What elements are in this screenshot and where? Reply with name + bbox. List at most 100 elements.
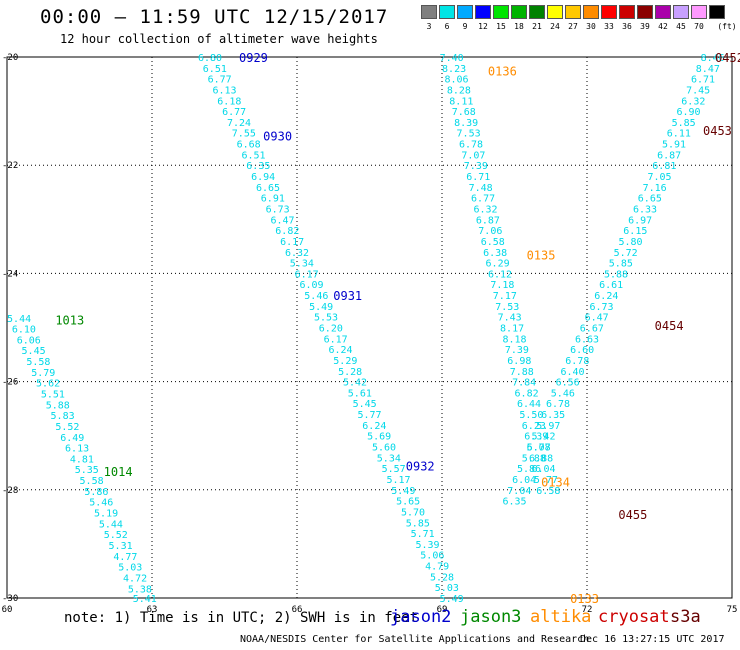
- colorbar-swatch: [457, 5, 473, 19]
- wave-height-label: 6.58: [481, 237, 505, 248]
- wave-height-label: 6.60: [570, 345, 594, 356]
- colorbar-swatch: [673, 5, 689, 19]
- x-tick-label: 72: [582, 605, 593, 615]
- wave-height-label: 8.28: [447, 85, 471, 96]
- wave-height-label: 5.46: [304, 291, 328, 302]
- wave-height-label: 6.63: [575, 334, 599, 345]
- wave-height-label: 7.53: [495, 302, 519, 313]
- wave-height-label: 6.87: [476, 215, 500, 226]
- wave-height-label: 6.24: [362, 421, 386, 432]
- y-tick-label: -20: [2, 53, 18, 63]
- pass-time-label: 0453: [703, 124, 732, 138]
- wave-height-label: 7.07: [461, 150, 485, 161]
- wave-height-label: 5.03: [435, 583, 459, 594]
- x-tick-label: 63: [147, 605, 158, 615]
- wave-height-label: 5.88: [604, 269, 628, 280]
- wave-height-label: 5.52: [55, 422, 79, 433]
- satellite-legend-cryosat: cryosat: [598, 607, 670, 627]
- wave-height-label: 7.55: [232, 129, 256, 140]
- colorbar-swatch: [439, 5, 455, 19]
- wave-height-label: 5.85: [609, 259, 633, 270]
- pass-time-label: 0931: [333, 289, 362, 303]
- wave-height-label: 6.20: [319, 324, 343, 335]
- credit-line: NOAA/NESDIS Center for Satellite Applica…: [240, 634, 590, 645]
- y-tick-label: -28: [2, 486, 18, 496]
- wave-height-label: 7.05: [647, 172, 671, 183]
- wave-height-label: 7.17: [493, 291, 517, 302]
- pass-time-label: 0134: [541, 476, 570, 490]
- y-tick-label: -22: [2, 161, 18, 171]
- colorbar-label: 6: [444, 22, 450, 31]
- wave-height-label: 6.40: [560, 367, 584, 378]
- wave-height-label: 6.47: [270, 215, 294, 226]
- wave-height-label: 7.45: [686, 85, 710, 96]
- wave-height-label: 6.82: [515, 388, 539, 399]
- wave-height-label: 6.35: [246, 161, 270, 172]
- colorbar-swatch: [619, 5, 635, 19]
- wave-height-label: 6.44: [517, 399, 541, 410]
- wave-height-label: 5.44: [7, 314, 31, 325]
- wave-height-label: 6.32: [285, 248, 309, 259]
- wave-height-label: 6.56: [556, 378, 580, 389]
- wave-height-label: 5.45: [353, 399, 377, 410]
- wave-height-label: 6.17: [280, 237, 304, 248]
- wave-height-label: 5.44: [99, 519, 123, 530]
- wave-height-label: 6.65: [256, 183, 280, 194]
- wave-height-label: 5.85: [672, 118, 696, 129]
- wave-height-label: 7.53: [457, 129, 481, 140]
- wave-height-label: 5.46: [551, 388, 575, 399]
- x-tick-label: 66: [292, 605, 303, 615]
- wave-height-label: 6.58: [536, 486, 560, 497]
- colorbar-label: 42: [658, 22, 668, 31]
- colorbar-label: 27: [568, 22, 578, 31]
- y-tick-label: -24: [2, 269, 18, 279]
- colorbar-swatch: [475, 5, 491, 19]
- pass-time-label: 0135: [527, 248, 556, 262]
- wave-height-label: 6.11: [667, 129, 691, 140]
- wave-height-label: 5.69: [367, 432, 391, 443]
- colorbar-swatch: [691, 5, 707, 19]
- colorbar-label: 9: [462, 22, 468, 31]
- wave-height-label: 6.23: [522, 421, 546, 432]
- pass-time-label: 1013: [55, 313, 84, 327]
- wave-height-label: 5.57: [382, 464, 406, 475]
- pass-time-label: 0454: [655, 319, 684, 333]
- colorbar-label: 12: [478, 22, 488, 31]
- wave-height-label: 6.10: [12, 325, 36, 336]
- wave-height-label: 6.77: [471, 194, 495, 205]
- wave-height-label: 5.49: [309, 302, 333, 313]
- wave-height-label: 6.13: [212, 85, 236, 96]
- wave-height-label: 5.97: [536, 421, 560, 432]
- wave-height-label: 8.11: [449, 96, 473, 107]
- wave-height-label: 5.61: [348, 388, 372, 399]
- satellite-legend-altika: altika: [530, 607, 592, 627]
- wave-height-label: 6.18: [217, 96, 241, 107]
- wave-height-label: 6.97: [628, 215, 652, 226]
- wave-height-label: 7.43: [498, 313, 522, 324]
- wave-height-label: 6.87: [657, 150, 681, 161]
- x-tick-label: 60: [2, 605, 13, 615]
- wave-height-label: 5.49: [440, 594, 464, 605]
- colorbar-label: 36: [622, 22, 632, 31]
- wave-height-label: 7.18: [490, 280, 514, 291]
- wave-height-label: 6.06: [17, 335, 41, 346]
- wave-height-label: 8.18: [502, 334, 526, 345]
- wave-height-label: 6.80: [198, 53, 222, 64]
- colorbar-label: 15: [496, 22, 506, 31]
- generated-timestamp: Dec 16 13:27:15 UTC 2017: [580, 634, 725, 645]
- wave-height-label: 5.38: [128, 584, 152, 595]
- wave-height-label: 5.88: [46, 400, 70, 411]
- wave-height-label: 6.32: [473, 204, 497, 215]
- wave-height-label: 6.15: [623, 226, 647, 237]
- wave-height-label: 5.86: [517, 464, 541, 475]
- wave-height-label: 7.39: [505, 345, 529, 356]
- chart-title: 00:00 — 11:59 UTC 12/15/2017: [40, 6, 389, 28]
- wave-height-label: 5.52: [104, 530, 128, 541]
- y-tick-label: -30: [2, 594, 18, 604]
- wave-height-label: 5.58: [26, 357, 50, 368]
- wave-height-label: 6.51: [203, 64, 227, 75]
- x-tick-label: 75: [727, 605, 738, 615]
- chart-subtitle: 12 hour collection of altimeter wave hei…: [60, 32, 378, 46]
- wave-height-label: 7.06: [478, 226, 502, 237]
- x-tick-label: 69: [437, 605, 448, 615]
